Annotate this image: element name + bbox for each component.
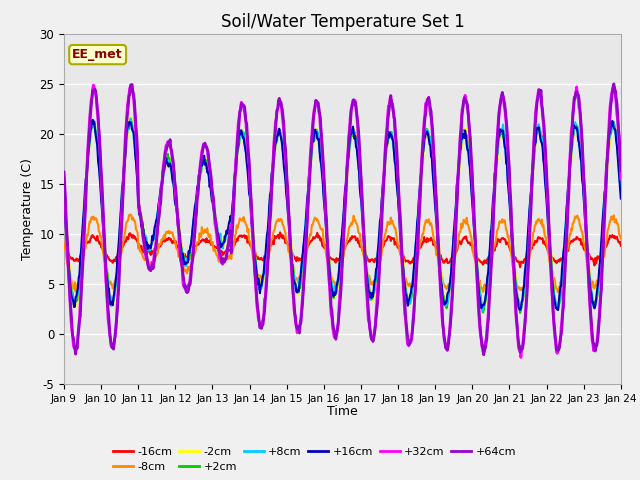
+64cm bbox=[184, 289, 192, 295]
+8cm bbox=[411, 256, 419, 262]
+8cm bbox=[127, 116, 134, 121]
+64cm bbox=[214, 231, 221, 237]
Title: Soil/Water Temperature Set 1: Soil/Water Temperature Set 1 bbox=[221, 12, 464, 31]
-8cm bbox=[554, 289, 562, 295]
+16cm bbox=[617, 196, 625, 202]
+64cm bbox=[610, 81, 618, 87]
-2cm bbox=[411, 263, 419, 269]
-8cm bbox=[214, 255, 222, 261]
+2cm bbox=[214, 234, 222, 240]
-16cm bbox=[516, 264, 524, 270]
-2cm bbox=[128, 125, 136, 131]
-16cm bbox=[276, 229, 284, 235]
-2cm bbox=[428, 139, 435, 144]
Line: +8cm: +8cm bbox=[64, 119, 621, 311]
-16cm bbox=[411, 254, 419, 260]
-8cm bbox=[127, 212, 134, 217]
+8cm bbox=[617, 188, 625, 194]
+64cm bbox=[127, 82, 135, 87]
+8cm bbox=[185, 248, 193, 254]
+2cm bbox=[70, 303, 78, 309]
+32cm bbox=[411, 293, 419, 299]
+2cm bbox=[128, 122, 136, 128]
-2cm bbox=[60, 184, 68, 190]
-2cm bbox=[185, 257, 193, 263]
+16cm bbox=[411, 254, 419, 260]
+2cm bbox=[516, 310, 524, 316]
+32cm bbox=[70, 345, 78, 351]
+16cm bbox=[214, 230, 222, 236]
+32cm bbox=[90, 82, 97, 88]
+2cm bbox=[411, 258, 419, 264]
+16cm bbox=[89, 117, 97, 123]
+16cm bbox=[516, 307, 524, 313]
+64cm bbox=[426, 105, 434, 111]
-2cm bbox=[70, 299, 78, 305]
+32cm bbox=[617, 176, 625, 182]
-8cm bbox=[185, 268, 193, 274]
-16cm bbox=[60, 240, 68, 246]
-8cm bbox=[617, 235, 625, 241]
X-axis label: Time: Time bbox=[327, 405, 358, 418]
+64cm bbox=[70, 340, 78, 346]
+64cm bbox=[410, 310, 418, 315]
-16cm bbox=[184, 253, 192, 259]
-16cm bbox=[127, 233, 135, 239]
+32cm bbox=[214, 244, 222, 250]
+2cm bbox=[428, 144, 435, 150]
+64cm bbox=[60, 169, 68, 175]
+8cm bbox=[214, 234, 222, 240]
-16cm bbox=[428, 235, 435, 240]
+2cm bbox=[185, 256, 193, 262]
Line: -2cm: -2cm bbox=[64, 117, 621, 308]
+8cm bbox=[70, 298, 78, 303]
+32cm bbox=[185, 281, 193, 287]
-8cm bbox=[128, 216, 136, 222]
-2cm bbox=[126, 114, 134, 120]
+16cm bbox=[185, 248, 193, 254]
-8cm bbox=[60, 240, 68, 246]
+2cm bbox=[617, 187, 625, 193]
+16cm bbox=[428, 154, 435, 159]
+32cm bbox=[60, 176, 68, 181]
+16cm bbox=[128, 127, 136, 132]
-8cm bbox=[428, 220, 435, 226]
Text: EE_met: EE_met bbox=[72, 48, 123, 61]
+8cm bbox=[128, 125, 136, 131]
+2cm bbox=[89, 117, 97, 123]
-8cm bbox=[70, 286, 78, 292]
-2cm bbox=[617, 186, 625, 192]
-16cm bbox=[70, 258, 78, 264]
Line: +16cm: +16cm bbox=[64, 120, 621, 310]
Y-axis label: Temperature (C): Temperature (C) bbox=[21, 158, 34, 260]
Line: -16cm: -16cm bbox=[64, 232, 621, 267]
+16cm bbox=[70, 304, 78, 310]
Line: +2cm: +2cm bbox=[64, 120, 621, 313]
-16cm bbox=[214, 244, 221, 250]
+8cm bbox=[428, 144, 435, 150]
+32cm bbox=[128, 88, 136, 94]
Line: -8cm: -8cm bbox=[64, 215, 621, 292]
-2cm bbox=[214, 231, 222, 237]
+32cm bbox=[428, 115, 435, 120]
Line: +32cm: +32cm bbox=[64, 85, 621, 358]
-8cm bbox=[411, 271, 419, 276]
+8cm bbox=[60, 195, 68, 201]
+8cm bbox=[478, 308, 486, 314]
-2cm bbox=[516, 305, 524, 311]
-16cm bbox=[617, 243, 625, 249]
+64cm bbox=[617, 168, 625, 174]
+64cm bbox=[480, 352, 488, 358]
+32cm bbox=[517, 355, 525, 360]
Line: +64cm: +64cm bbox=[64, 84, 621, 355]
+16cm bbox=[60, 196, 68, 202]
+2cm bbox=[60, 191, 68, 197]
Legend: -16cm, -8cm, -2cm, +2cm, +8cm, +16cm, +32cm, +64cm: -16cm, -8cm, -2cm, +2cm, +8cm, +16cm, +3… bbox=[108, 442, 521, 477]
